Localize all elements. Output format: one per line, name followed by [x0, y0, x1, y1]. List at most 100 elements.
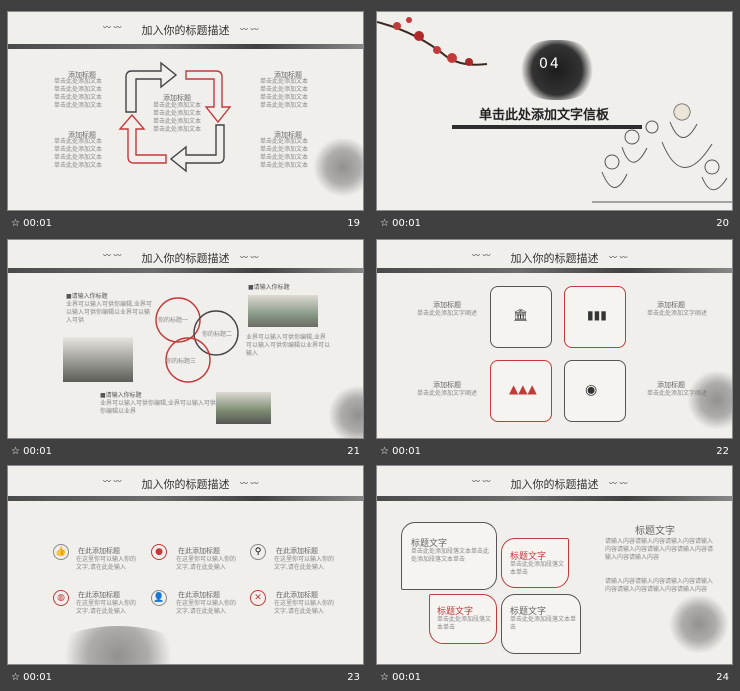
slide-status-bar: ☆ 00:01 20 [376, 211, 733, 237]
wrench-icon: ✕ [250, 590, 266, 606]
slide-thumb-22[interactable]: 加入你的标题描述 〰 〰 〰 〰 🏛 ▮▮▮ ▲▲▲ ◉ 添加标题 单击此处添加… [376, 239, 733, 465]
section-badge: 04 [539, 56, 561, 72]
item-text: 单击此处添加文字阐述 [417, 310, 478, 317]
block-heading: 添加标题 [163, 94, 191, 102]
slide-number: 19 [347, 218, 360, 229]
slide-number: 23 [347, 672, 360, 683]
slide-thumb-23[interactable]: 加入你的标题描述 〰 〰 〰 〰 👍 ● ⚲ ◍ 👤 ✕ 在此添加标题 在此添加… [7, 465, 364, 691]
lotus-ink-decoration [669, 594, 729, 654]
box-text: 单击此处添加段落文本单击 [510, 616, 577, 631]
slide-thumb-19[interactable]: 加入你的标题描述 〰 〰 〰 〰 添加标题 单击此处添加文本 单击此处添加文本 单击… [7, 11, 364, 237]
text-box [429, 594, 497, 644]
slide-status-bar: ☆ 00:01 22 [376, 439, 733, 465]
landscape-photo [63, 337, 133, 382]
slide-status-bar: ☆ 00:01 21 [7, 439, 364, 465]
box-title: 标题文字 [411, 539, 448, 549]
bank-icon: 🏛 [513, 308, 529, 322]
item-heading: 添加标题 [657, 301, 685, 309]
item-heading: 在此添加标题 [178, 591, 220, 599]
note-text: 业界可以输入可供你编辑,业界可以输入可供你编辑以业界 [100, 400, 216, 415]
search-icon: ⚲ [250, 544, 266, 560]
speech-circles-diagram [155, 297, 239, 383]
icon-box [564, 360, 626, 422]
slide-thumb-24[interactable]: 加入你的标题描述 〰 〰 〰 〰 标题文字 标题文字 标题文字 标题文字 单击此… [376, 465, 733, 691]
circle-label: 你的标题三 [166, 358, 197, 365]
item-text: 在这里你可以输入你的文字,请在此处输入 [176, 556, 237, 571]
right-text: 请输入内容请输入内容请输入内容请输入内容请输入内容请输入内容请输入内容请输入内容… [605, 538, 714, 561]
block-text: 单击此处添加文本 单击此处添加文本 单击此处添加文本 单击此处添加文本 [54, 138, 103, 169]
box-title: 标题文字 [510, 552, 547, 562]
landscape-photo [248, 295, 318, 327]
slide-19: 加入你的标题描述 〰 〰 〰 〰 添加标题 单击此处添加文本 单击此处添加文本 单击… [7, 11, 364, 211]
ink-splash [517, 40, 597, 100]
lotus-ink-decoration [48, 626, 188, 664]
item-heading: 在此添加标题 [276, 591, 318, 599]
bird-icon: 〰 〰 [472, 477, 491, 486]
box-title: 标题文字 [510, 607, 547, 617]
block-heading: 添加标题 [274, 71, 302, 79]
globe-icon: ◍ [53, 590, 69, 606]
item-heading: 在此添加标题 [276, 547, 318, 555]
item-text: 单击此处添加文字阐述 [417, 390, 478, 397]
slide-title: 加入你的标题描述 [141, 252, 230, 265]
slide-22: 加入你的标题描述 〰 〰 〰 〰 🏛 ▮▮▮ ▲▲▲ ◉ 添加标题 单击此处添加… [376, 239, 733, 439]
box-title: 标题文字 [437, 607, 474, 617]
block-text: 单击此处添加文本 单击此处添加文本 单击此处添加文本 单击此处添加文本 [260, 138, 309, 169]
item-text: 单击此处添加文字阐述 [647, 310, 708, 317]
ink-brush-stroke [8, 268, 363, 273]
bar-chart-icon: ▮▮▮ [587, 308, 607, 322]
bird-icon: 〰 〰 [240, 25, 259, 34]
block-heading: 添加标题 [68, 71, 96, 79]
slide-status-bar: ☆ 00:01 24 [376, 665, 733, 691]
item-text: 单击此处添加文字阐述 [647, 390, 708, 397]
slide-timing: ☆ 00:01 [11, 446, 52, 457]
right-text: 请输入内容请输入内容请输入内容请输入内容请输入内容请输入内容请输入内容 [605, 578, 714, 593]
note-heading: ■请输入你标题 [66, 293, 108, 300]
item-text: 在这里你可以输入你的文字,请在此处输入 [76, 600, 137, 615]
ink-brush-stroke [8, 44, 363, 49]
bird-icon: 〰 〰 [609, 479, 628, 488]
slide-20: 04 单击此处添加文字信板 [376, 11, 733, 211]
box-text: 单击此处添加段落文本单击 [437, 616, 492, 631]
item-heading: 在此添加标题 [178, 547, 220, 555]
note-text: 业界可以输入可供你编辑,业界可以输入可供你编辑以业界可以输入可供 [66, 301, 152, 324]
text-box [501, 594, 581, 654]
lotus-ink-decoration [687, 370, 732, 430]
slide-timing: ☆ 00:01 [380, 446, 421, 457]
slide-number: 21 [347, 446, 360, 457]
slide-status-bar: ☆ 00:01 23 [7, 665, 364, 691]
icon-box [564, 286, 626, 348]
block-heading: 添加标题 [274, 131, 302, 139]
circle-label: 你的标题一 [158, 317, 189, 324]
block-text: 单击此处添加文本 单击此处添加文本 单击此处添加文本 单击此处添加文本 [260, 78, 309, 109]
item-text: 在这里你可以输入你的文字,请在此处输入 [274, 600, 335, 615]
lotus-ink-decoration [328, 385, 363, 438]
block-text: 单击此处添加文本 单击此处添加文本 单击此处添加文本 单击此处添加文本 [54, 78, 103, 109]
bird-icon: 〰 〰 [240, 479, 259, 488]
item-heading: 添加标题 [657, 381, 685, 389]
bird-icon: 〰 〰 [609, 253, 628, 262]
bird-icon: 〰 〰 [103, 251, 122, 260]
box-text: 单击此处添加段落文本单击 [510, 561, 565, 576]
slide-thumb-21[interactable]: 加入你的标题描述 〰 〰 〰 〰 你的标题一 你的标题二 你的标题三 ■请输入你… [7, 239, 364, 465]
bird-icon: 〰 〰 [472, 251, 491, 260]
block-heading: 添加标题 [68, 131, 96, 139]
slide-number: 24 [716, 672, 729, 683]
slide-timing: ☆ 00:01 [380, 672, 421, 683]
icon-box [490, 360, 552, 422]
cycle-arrows-diagram [118, 61, 232, 173]
item-text: 在这里你可以输入你的文字,请在此处输入 [76, 556, 137, 571]
user-icon: 👤 [151, 590, 167, 606]
slide-thumb-20[interactable]: 04 单击此处添加文字信板 ☆ 00:01 20 [376, 11, 733, 237]
thumbs-up-icon: 👍 [53, 544, 69, 560]
right-title: 标题文字 [635, 526, 675, 537]
slide-timing: ☆ 00:01 [11, 218, 52, 229]
slide-21: 加入你的标题描述 〰 〰 〰 〰 你的标题一 你的标题二 你的标题三 ■请输入你… [7, 239, 364, 439]
note-text: 业界可以输入可供你编辑,业界可以输入可供你编辑以业界可以输入 [246, 334, 331, 357]
circle-label: 你的标题二 [202, 331, 233, 338]
item-heading: 添加标题 [433, 301, 461, 309]
landscape-photo [216, 392, 271, 424]
bird-icon: 〰 〰 [240, 253, 259, 262]
ink-brush-stroke [8, 496, 363, 501]
item-text: 在这里你可以输入你的文字,请在此处输入 [176, 600, 237, 615]
